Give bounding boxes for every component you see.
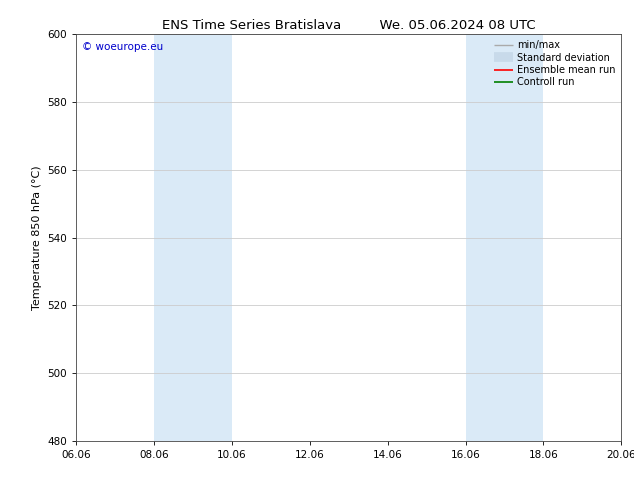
Legend: min/max, Standard deviation, Ensemble mean run, Controll run: min/max, Standard deviation, Ensemble me… [489, 36, 619, 91]
Bar [154, 34, 232, 441]
Title: ENS Time Series Bratislava         We. 05.06.2024 08 UTC: ENS Time Series Bratislava We. 05.06.202… [162, 19, 536, 32]
Bar [465, 34, 543, 441]
Y-axis label: Temperature 850 hPa (°C): Temperature 850 hPa (°C) [32, 165, 42, 310]
Text: © woeurope.eu: © woeurope.eu [82, 43, 163, 52]
